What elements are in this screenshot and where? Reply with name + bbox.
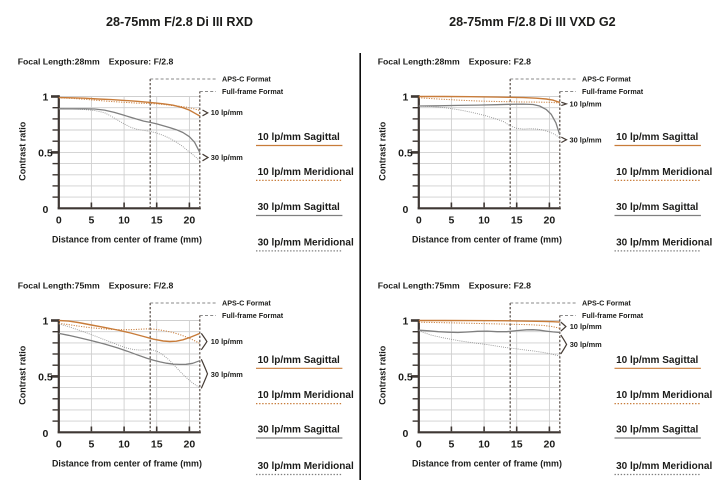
svg-text:5: 5 bbox=[448, 439, 454, 451]
svg-text:20: 20 bbox=[184, 439, 196, 451]
svg-text:30 lp/mm Meridional: 30 lp/mm Meridional bbox=[258, 461, 354, 472]
svg-text:15: 15 bbox=[511, 439, 523, 451]
svg-text:Exposure: F/2.8: Exposure: F/2.8 bbox=[109, 57, 174, 67]
svg-text:1: 1 bbox=[43, 92, 49, 104]
svg-text:0: 0 bbox=[416, 439, 422, 451]
svg-text:10 lp/mm Meridional: 10 lp/mm Meridional bbox=[258, 167, 354, 178]
svg-text:Focal Length:28mm: Focal Length:28mm bbox=[378, 57, 460, 67]
svg-text:Focal Length:75mm: Focal Length:75mm bbox=[378, 281, 460, 291]
svg-text:Exposure: F2.8: Exposure: F2.8 bbox=[469, 281, 531, 291]
svg-text:30 lp/mm Meridional: 30 lp/mm Meridional bbox=[616, 238, 712, 249]
svg-text:Focal Length:75mm: Focal Length:75mm bbox=[18, 281, 100, 291]
svg-text:10 lp/mm Sagittal: 10 lp/mm Sagittal bbox=[258, 355, 340, 366]
svg-text:5: 5 bbox=[448, 215, 454, 227]
svg-text:30 lp/mm Sagittal: 30 lp/mm Sagittal bbox=[258, 425, 340, 436]
svg-text:30 lp/mm Sagittal: 30 lp/mm Sagittal bbox=[258, 202, 340, 213]
svg-text:APS-C Format: APS-C Format bbox=[582, 75, 631, 84]
svg-text:Full-frame Format: Full-frame Format bbox=[582, 311, 644, 320]
svg-text:Distance from center of frame: Distance from center of frame (mm) bbox=[52, 459, 202, 469]
svg-text:10: 10 bbox=[118, 439, 130, 451]
svg-text:1: 1 bbox=[403, 316, 409, 328]
svg-text:30 lp/mm: 30 lp/mm bbox=[211, 370, 243, 379]
svg-text:10: 10 bbox=[478, 215, 490, 227]
svg-text:30 lp/mm Meridional: 30 lp/mm Meridional bbox=[616, 461, 712, 472]
svg-text:Focal Length:28mm: Focal Length:28mm bbox=[18, 57, 100, 67]
svg-text:15: 15 bbox=[151, 439, 163, 451]
svg-text:Contrast ratio: Contrast ratio bbox=[377, 121, 387, 181]
svg-text:0.5: 0.5 bbox=[38, 147, 53, 159]
svg-text:Contrast ratio: Contrast ratio bbox=[17, 121, 27, 181]
svg-text:10 lp/mm: 10 lp/mm bbox=[211, 337, 243, 346]
svg-text:Full-frame Format: Full-frame Format bbox=[222, 87, 284, 96]
svg-text:0: 0 bbox=[56, 215, 62, 227]
svg-text:0: 0 bbox=[43, 428, 49, 440]
svg-text:30 lp/mm Sagittal: 30 lp/mm Sagittal bbox=[616, 202, 698, 213]
svg-text:0: 0 bbox=[403, 204, 409, 216]
svg-text:10 lp/mm Meridional: 10 lp/mm Meridional bbox=[616, 167, 712, 178]
svg-text:10 lp/mm Meridional: 10 lp/mm Meridional bbox=[616, 390, 712, 401]
svg-text:Full-frame Format: Full-frame Format bbox=[582, 87, 644, 96]
svg-text:0.5: 0.5 bbox=[398, 371, 413, 383]
svg-text:1: 1 bbox=[43, 316, 49, 328]
svg-text:30 lp/mm: 30 lp/mm bbox=[570, 340, 602, 349]
svg-text:1: 1 bbox=[403, 92, 409, 104]
svg-text:Exposure: F2.8: Exposure: F2.8 bbox=[469, 57, 531, 67]
svg-text:20: 20 bbox=[544, 215, 556, 227]
svg-text:APS-C Format: APS-C Format bbox=[222, 75, 271, 84]
svg-text:APS-C Format: APS-C Format bbox=[582, 299, 631, 308]
svg-text:10 lp/mm Meridional: 10 lp/mm Meridional bbox=[258, 390, 354, 401]
svg-text:28-75mm F/2.8 Di III VXD G2: 28-75mm F/2.8 Di III VXD G2 bbox=[449, 15, 616, 29]
svg-text:10 lp/mm Sagittal: 10 lp/mm Sagittal bbox=[616, 132, 698, 143]
svg-text:10 lp/mm: 10 lp/mm bbox=[211, 108, 243, 117]
svg-text:0: 0 bbox=[56, 439, 62, 451]
svg-text:10 lp/mm: 10 lp/mm bbox=[570, 100, 602, 109]
svg-text:Distance from center of frame: Distance from center of frame (mm) bbox=[412, 235, 562, 245]
svg-text:APS-C Format: APS-C Format bbox=[222, 299, 271, 308]
svg-text:10 lp/mm Sagittal: 10 lp/mm Sagittal bbox=[616, 355, 698, 366]
svg-text:Contrast ratio: Contrast ratio bbox=[17, 345, 27, 405]
svg-text:20: 20 bbox=[184, 215, 196, 227]
svg-text:30 lp/mm: 30 lp/mm bbox=[211, 153, 243, 162]
svg-text:Distance from center of frame: Distance from center of frame (mm) bbox=[412, 459, 562, 469]
svg-text:0.5: 0.5 bbox=[398, 147, 413, 159]
svg-text:0: 0 bbox=[43, 204, 49, 216]
svg-text:30 lp/mm Sagittal: 30 lp/mm Sagittal bbox=[616, 425, 698, 436]
svg-text:10 lp/mm Sagittal: 10 lp/mm Sagittal bbox=[258, 132, 340, 143]
svg-text:5: 5 bbox=[88, 439, 94, 451]
svg-text:Full-frame Format: Full-frame Format bbox=[222, 311, 284, 320]
svg-text:10: 10 bbox=[118, 215, 130, 227]
svg-text:5: 5 bbox=[88, 215, 94, 227]
svg-text:Contrast ratio: Contrast ratio bbox=[377, 345, 387, 405]
svg-text:0: 0 bbox=[416, 215, 422, 227]
svg-text:30 lp/mm: 30 lp/mm bbox=[570, 135, 602, 144]
svg-text:10: 10 bbox=[478, 439, 490, 451]
svg-text:15: 15 bbox=[151, 215, 163, 227]
svg-text:0: 0 bbox=[403, 428, 409, 440]
svg-text:20: 20 bbox=[544, 439, 556, 451]
svg-text:0.5: 0.5 bbox=[38, 371, 53, 383]
svg-text:28-75mm F/2.8 Di III RXD: 28-75mm F/2.8 Di III RXD bbox=[106, 15, 253, 29]
svg-text:Distance from center of frame: Distance from center of frame (mm) bbox=[52, 235, 202, 245]
svg-text:15: 15 bbox=[511, 215, 523, 227]
svg-text:10 lp/mm: 10 lp/mm bbox=[570, 322, 602, 331]
svg-text:30 lp/mm Meridional: 30 lp/mm Meridional bbox=[258, 238, 354, 249]
svg-text:Exposure: F/2.8: Exposure: F/2.8 bbox=[109, 281, 174, 291]
